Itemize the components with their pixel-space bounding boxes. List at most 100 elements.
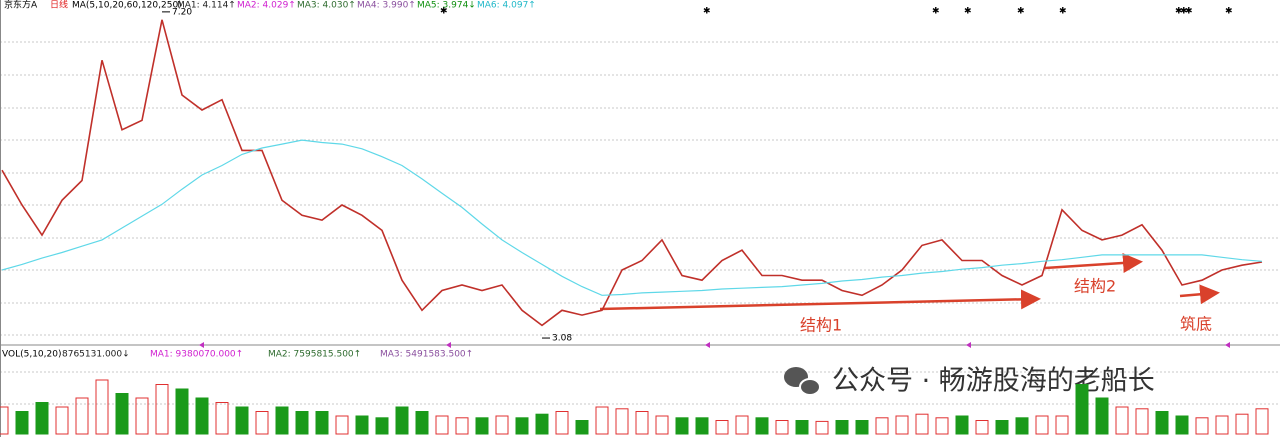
volume-legend: MA3: 5491583.500↑: [380, 350, 473, 360]
volume-bar: [1195, 417, 1209, 435]
volume-bar: [555, 411, 569, 435]
legend-item: MA6: 4.097↑: [477, 1, 536, 11]
volume-bar: [515, 417, 529, 435]
volume-bar: [835, 420, 849, 435]
volume-bar: [635, 411, 649, 435]
svg-text:✱: ✱: [1180, 7, 1188, 17]
volume-bar: [235, 406, 249, 435]
header: 京东方A 日线 MA(5,10,20,60,120,250): [4, 0, 182, 11]
legend-item: MA2: 4.029↑: [237, 1, 296, 11]
volume-bar: [1175, 415, 1189, 435]
volume-bar: [75, 397, 89, 435]
volume-bar: [495, 415, 509, 435]
volume-bar: [475, 417, 489, 435]
svg-text:✱: ✱: [440, 7, 448, 17]
volume-bar: [1215, 415, 1229, 435]
volume-bar: [1255, 408, 1269, 435]
volume-legend: 8765131.000↓: [62, 350, 130, 360]
svg-text:✱: ✱: [703, 7, 711, 17]
volume-bar: [535, 413, 549, 435]
volume-bar: [195, 397, 209, 435]
volume-bar: [595, 406, 609, 435]
volume-bar: [1055, 415, 1069, 435]
volume-bar: [55, 406, 69, 435]
volume-bar: [1015, 417, 1029, 435]
volume-bar: [575, 420, 589, 435]
volume-bar: [895, 415, 909, 435]
volume-bar: [915, 413, 929, 435]
watermark-text: 公众号 · 畅游股海的老船长: [832, 366, 1155, 397]
volume-bar: [415, 411, 429, 435]
volume-bar: [775, 420, 789, 435]
volume-bar: [1115, 406, 1129, 435]
volume-bar: [275, 406, 289, 435]
svg-text:✱: ✱: [1185, 7, 1193, 17]
volume-bar: [955, 415, 969, 435]
svg-text:✱: ✱: [1017, 7, 1025, 17]
legend-item: MA5: 3.974↓: [417, 1, 476, 11]
volume-bar: [255, 411, 269, 435]
extreme-label: 7.20: [172, 7, 192, 17]
volume-bar: [315, 411, 329, 435]
svg-text:✱: ✱: [1175, 7, 1183, 17]
symbol: 京东方A: [4, 0, 38, 11]
legend-item: MA1: 4.114↑: [177, 1, 236, 11]
volume-legend: MA2: 7595815.500↑: [268, 350, 361, 360]
annotation-arrows: [599, 252, 1220, 311]
volume-bar: [655, 415, 669, 435]
volume-bar: [1035, 415, 1049, 435]
volume-bar: [335, 415, 349, 435]
indicator: MA(5,10,20,60,120,250): [72, 1, 182, 11]
svg-text:✱: ✱: [932, 7, 940, 17]
period: 日线: [50, 0, 68, 11]
volume-bar: [1235, 413, 1249, 435]
volume-bar: [355, 415, 369, 435]
volume-bar: [375, 417, 389, 435]
volume-bar: [0, 406, 9, 435]
volume-bar: [175, 388, 189, 435]
volume-bar: [715, 420, 729, 435]
volume-bar: [615, 408, 629, 435]
volume-bar: [1135, 408, 1149, 435]
annotation: 筑底: [1180, 315, 1212, 334]
svg-text:✱: ✱: [1059, 7, 1067, 17]
volume-bar: [795, 420, 809, 435]
period-markers: [199, 342, 1230, 348]
volume-bar: [1155, 411, 1169, 435]
watermark: 公众号 · 畅游股海的老船长: [784, 366, 1155, 397]
price-line: [1, 19, 1263, 327]
volume-bar: [695, 417, 709, 435]
price-line: [1, 139, 1263, 296]
volume-bar: [295, 411, 309, 435]
volume-bar: [1075, 384, 1089, 435]
volume-bar: [135, 397, 149, 435]
volume-legend: MA1: 9380070.000↑: [150, 350, 243, 360]
legend-item: MA3: 4.030↑: [297, 1, 356, 11]
volume-bar: [935, 417, 949, 435]
volume-bar: [215, 402, 229, 435]
volume-bar: [155, 384, 169, 435]
volume-bar: [95, 379, 109, 435]
volume-bar: [115, 393, 129, 435]
volume-bar: [15, 411, 29, 435]
volume-bar: [875, 417, 889, 435]
extreme-label: 3.08: [552, 334, 572, 344]
volume-bar: [975, 420, 989, 435]
volume-bar: [755, 417, 769, 435]
volume-bar: [35, 402, 49, 435]
annotation: 结构1: [800, 316, 842, 335]
volume-bar: [735, 415, 749, 435]
annotation: 结构2: [1074, 277, 1116, 296]
volume-title: VOL(5,10,20): [2, 350, 61, 360]
volume-bar: [855, 420, 869, 435]
volume-bar: [1095, 397, 1109, 435]
grid: [0, 41, 1280, 405]
svg-text:✱: ✱: [1225, 7, 1233, 17]
volume-bar: [675, 417, 689, 435]
volume-bar: [995, 420, 1009, 435]
legend-item: MA4: 3.990↑: [357, 1, 416, 11]
signal-markers: ✱ ✱ ✱ ✱ ✱ ✱ ✱✱ ✱ ✱: [440, 7, 1233, 17]
volume-bar: [395, 406, 409, 435]
